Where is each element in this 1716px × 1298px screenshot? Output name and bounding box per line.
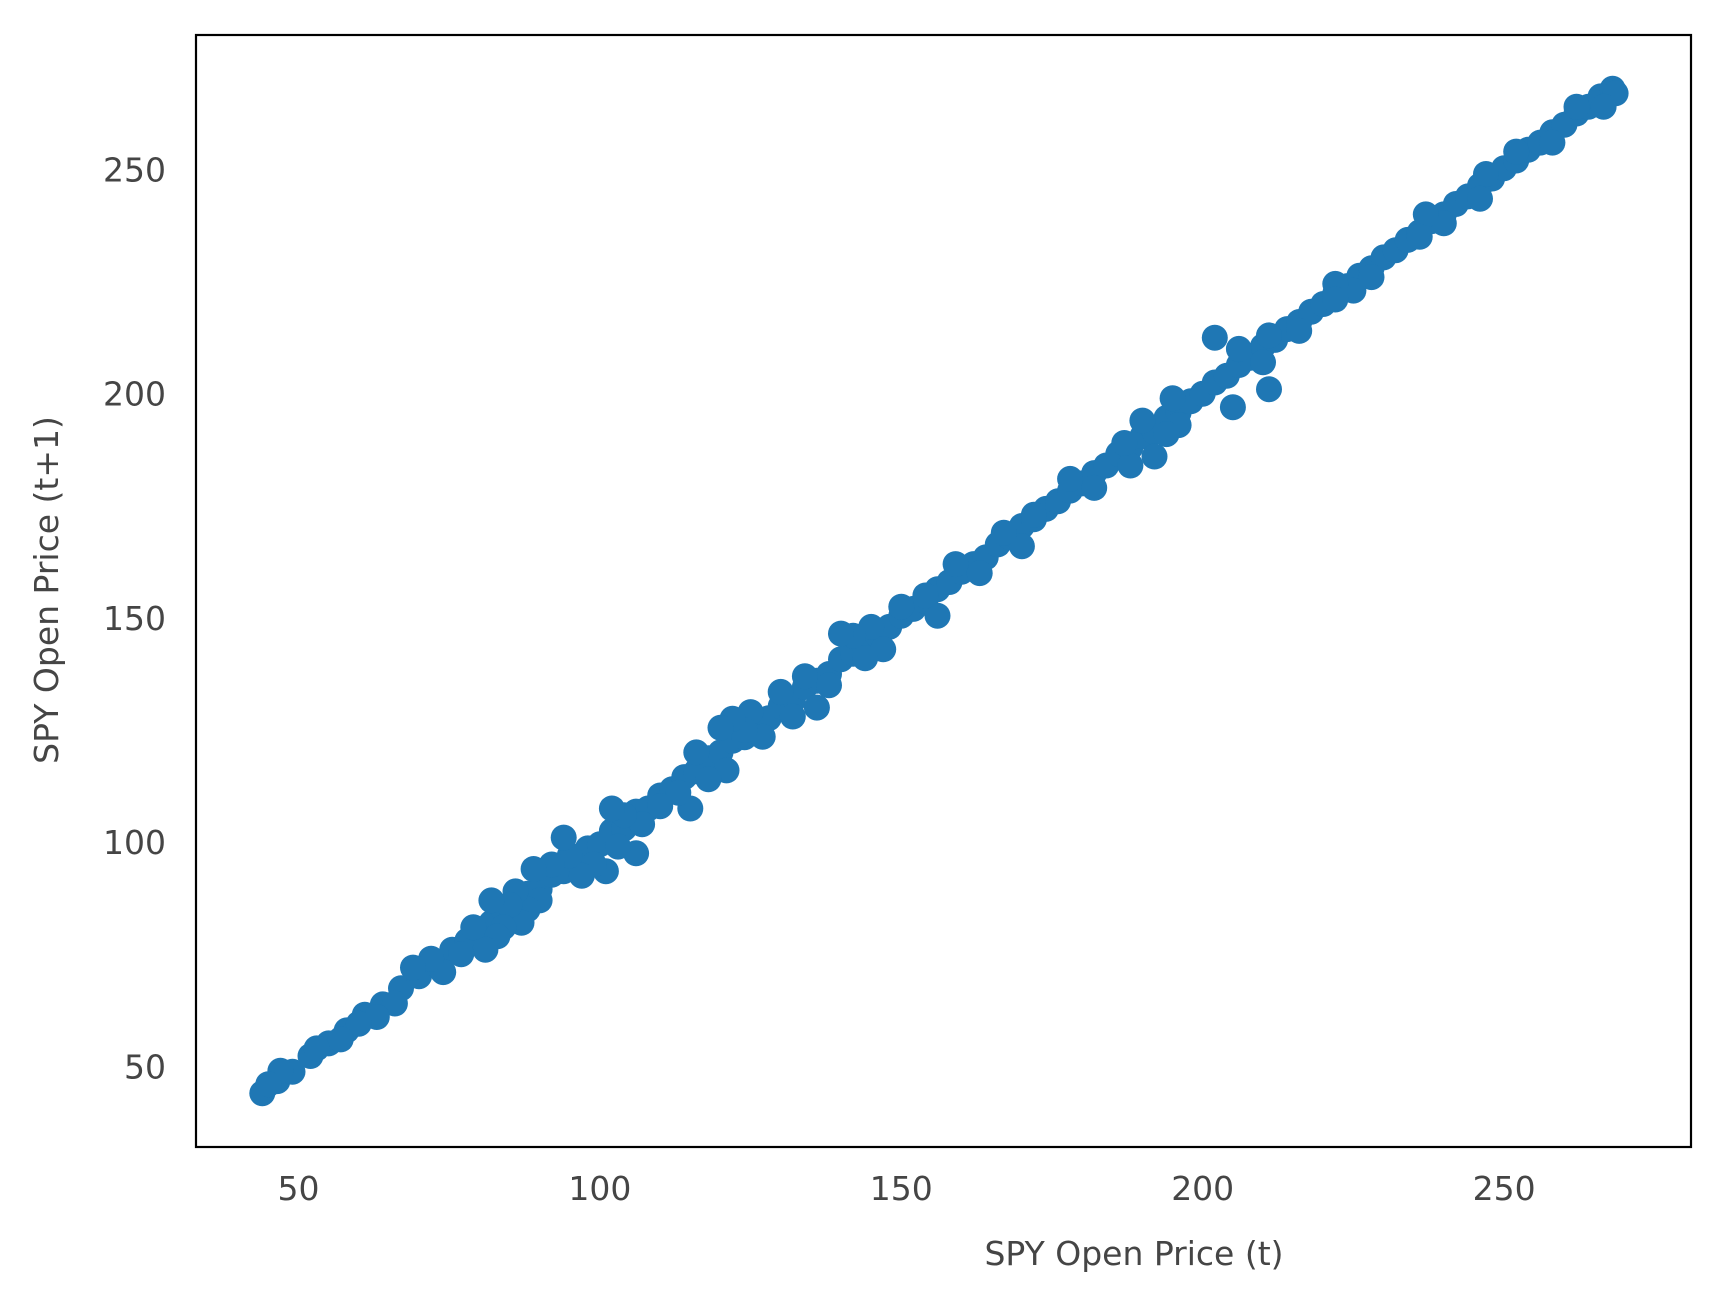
- scatter-point: [598, 795, 625, 822]
- scatter-point: [1412, 201, 1439, 228]
- scatter-point: [400, 954, 426, 981]
- scatter-point: [966, 560, 993, 587]
- scatter-point: [1590, 93, 1617, 120]
- scatter-point: [828, 620, 854, 647]
- scatter-point: [1256, 322, 1282, 349]
- scatter-point: [568, 862, 595, 889]
- scatter-point: [345, 1010, 372, 1037]
- scatter-point: [888, 593, 915, 620]
- scatter-point: [1008, 533, 1035, 560]
- y-tick-label: 150: [103, 599, 166, 638]
- scatter-point: [448, 941, 475, 968]
- scatter-point: [924, 602, 951, 629]
- x-tick-label: 50: [278, 1169, 320, 1208]
- y-tick-label: 100: [103, 823, 166, 862]
- scatter-point: [1153, 421, 1180, 448]
- x-tick-label: 150: [870, 1169, 933, 1208]
- scatter-point: [803, 694, 830, 721]
- scatter-point: [1117, 452, 1144, 479]
- scatter-point: [255, 1071, 282, 1098]
- scatter-point: [852, 645, 879, 672]
- y-tick-label: 50: [124, 1047, 166, 1086]
- scatter-point: [1057, 465, 1084, 492]
- scatter-point: [665, 779, 692, 806]
- scatter-point: [520, 856, 547, 882]
- scatter-point: [303, 1035, 330, 1062]
- scatter-point: [942, 551, 969, 578]
- scatter-point: [1539, 129, 1566, 156]
- scatter-point: [1219, 394, 1246, 421]
- scatter-point: [1020, 501, 1047, 528]
- x-tick-label: 200: [1171, 1169, 1234, 1208]
- scatter-point: [816, 672, 842, 699]
- scatter-point: [1225, 335, 1252, 362]
- scatter-point: [381, 990, 408, 1017]
- scatter-point: [460, 914, 487, 941]
- scatter-point: [1322, 286, 1349, 313]
- scatter-point: [1473, 161, 1499, 187]
- scatter-point: [605, 833, 631, 860]
- scatter-point: [1286, 317, 1313, 344]
- scatter-point: [327, 1026, 354, 1053]
- y-tick-label: 200: [103, 375, 166, 414]
- scatter-point: [1563, 93, 1590, 120]
- scatter-point: [1129, 407, 1156, 434]
- scatter-point: [695, 766, 722, 793]
- scatter-point: [990, 519, 1017, 546]
- x-tick-label: 250: [1473, 1169, 1536, 1208]
- scatter-point: [1141, 443, 1168, 470]
- scatter-point: [1159, 385, 1186, 412]
- scatter-point: [1358, 264, 1385, 291]
- x-axis-label: SPY Open Price (t): [984, 1234, 1283, 1273]
- scatter-point: [1081, 474, 1108, 501]
- y-tick-label: 250: [103, 151, 166, 190]
- scatter-points: [249, 75, 1629, 1107]
- scatter-point: [1111, 430, 1138, 456]
- x-axis-ticks: 50 100 150 200 250: [278, 1169, 1536, 1208]
- scatter-point: [1250, 349, 1276, 376]
- scatter-point: [1201, 324, 1228, 351]
- scatter-point: [912, 582, 939, 609]
- plot-frame: [194, 33, 1693, 1149]
- scatter-point: [1256, 376, 1282, 403]
- x-tick-label: 100: [568, 1169, 631, 1208]
- scatter-point: [767, 678, 794, 705]
- scatter-point: [707, 714, 734, 741]
- y-axis-ticks: 50 100 150 200 250: [103, 151, 166, 1087]
- scatter-point: [1406, 223, 1433, 250]
- scatter-point: [472, 936, 499, 963]
- scatter-point: [647, 793, 674, 820]
- scatter-point: [1467, 185, 1493, 212]
- y-axis-label: SPY Open Price (t+1): [27, 416, 66, 764]
- scatter-point: [779, 703, 806, 730]
- scatter-point: [791, 663, 818, 690]
- scatter-point: [478, 887, 505, 914]
- scatter-point: [683, 739, 710, 766]
- scatter-point: [550, 824, 577, 851]
- scatter-point: [1503, 138, 1530, 165]
